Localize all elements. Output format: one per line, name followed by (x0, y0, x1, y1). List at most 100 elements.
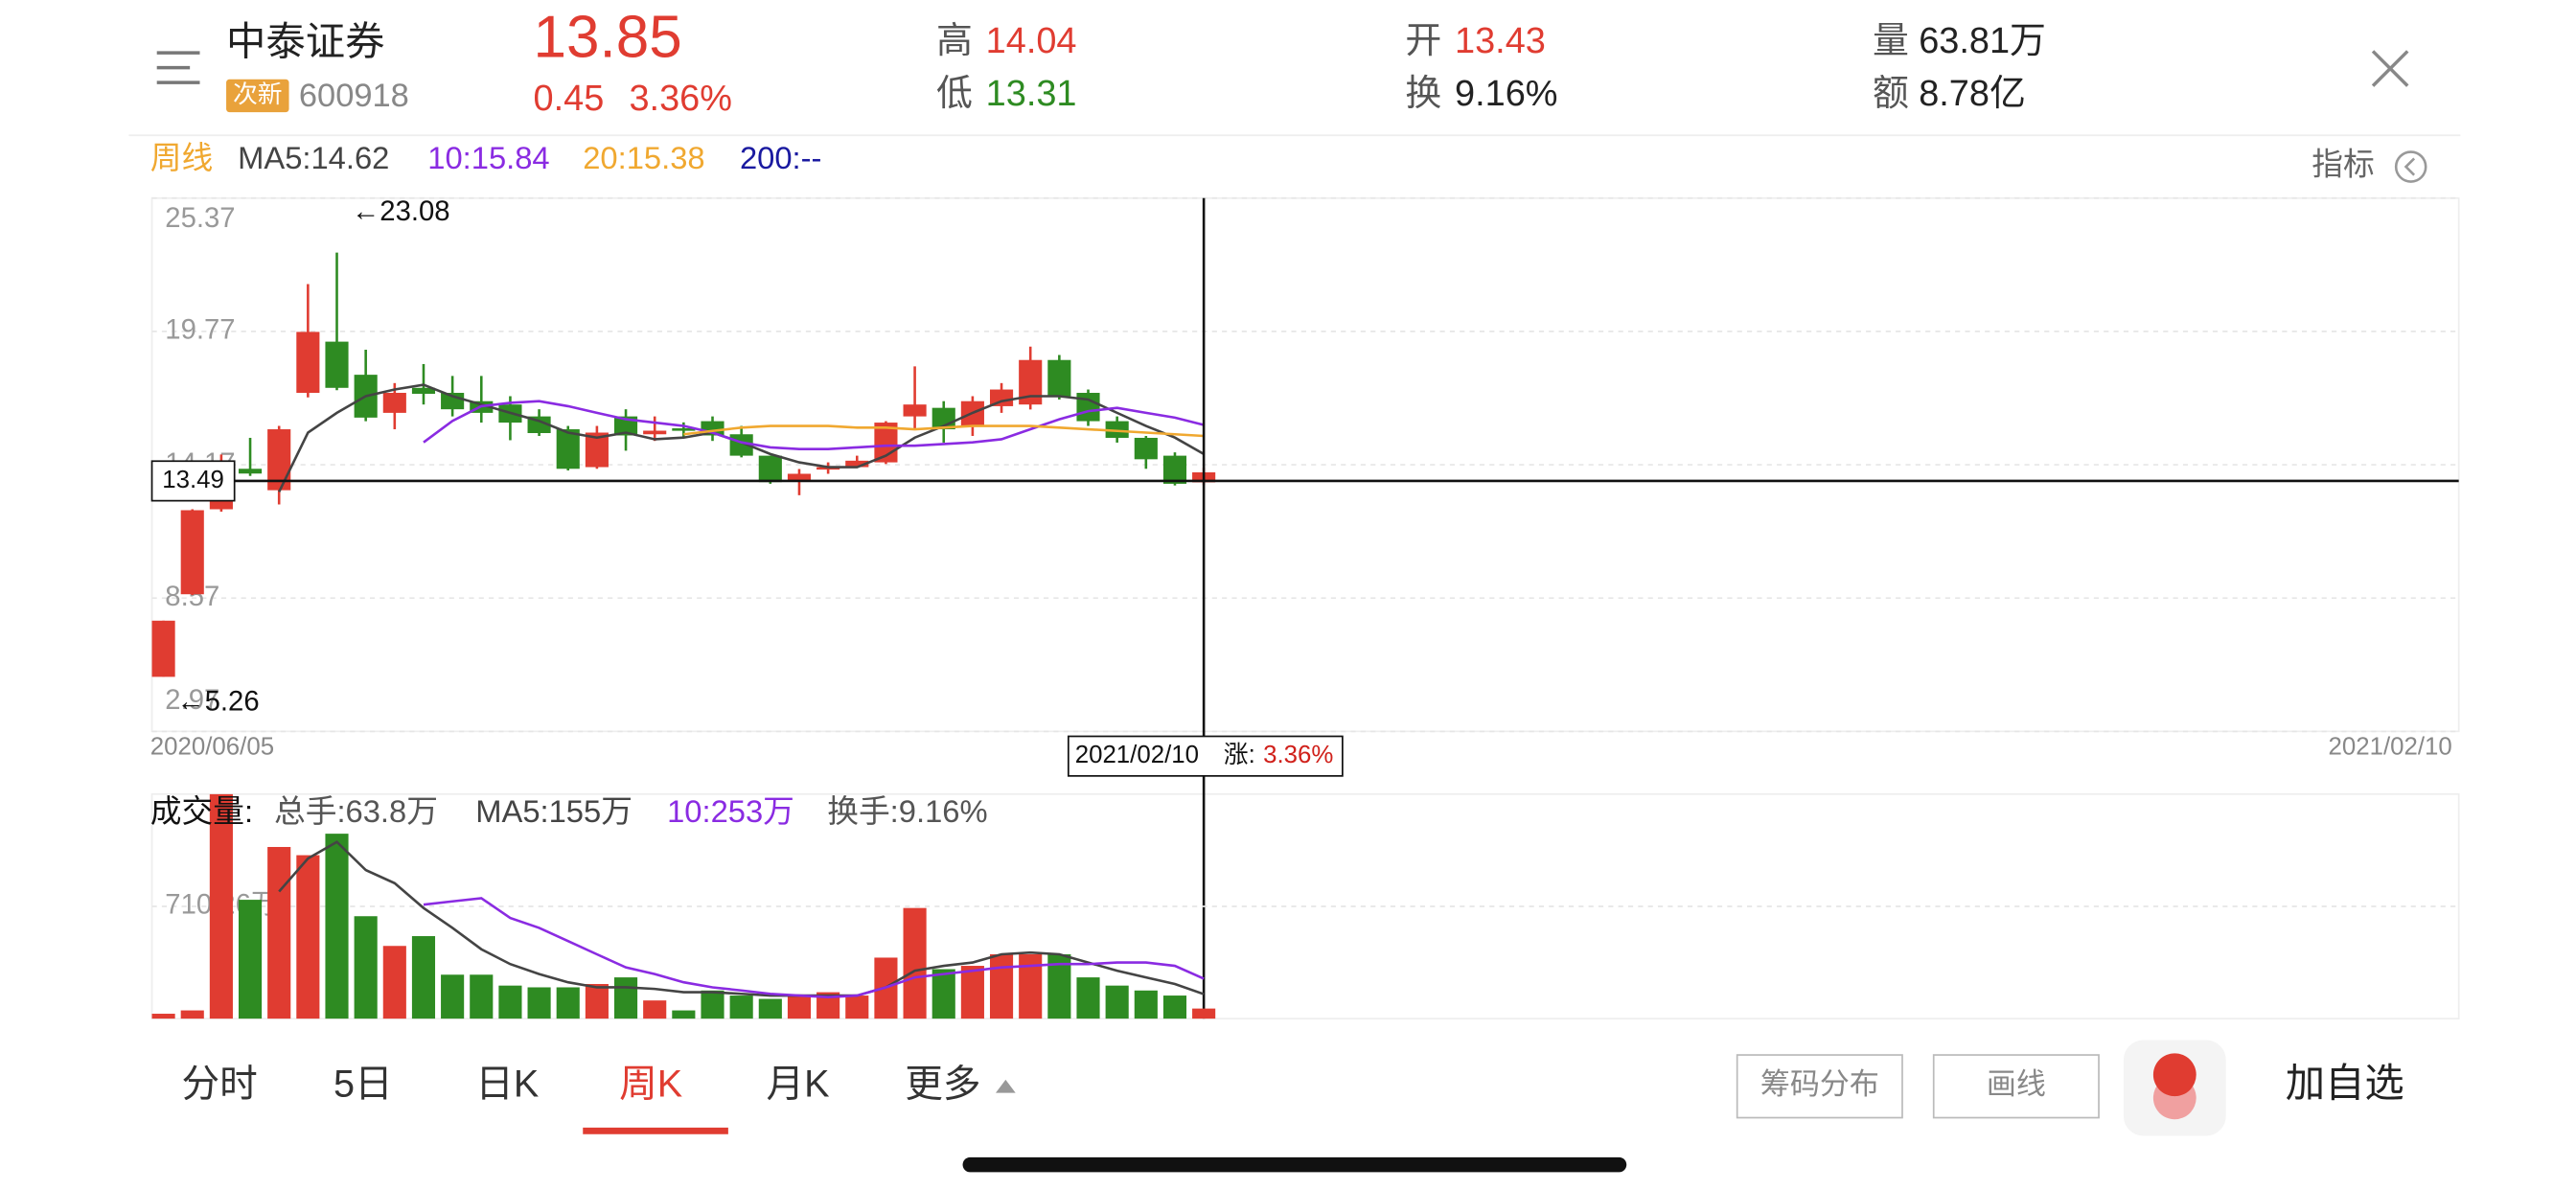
annotation: ←5.26 (176, 686, 259, 718)
turnover-label: 换手:9.16% (827, 793, 987, 829)
volume-bar (180, 1010, 204, 1019)
button[interactable] (1932, 1054, 2100, 1119)
candle-body (325, 341, 349, 388)
candle-body (845, 460, 869, 468)
button[interactable] (1736, 1054, 1903, 1119)
crosshair-value-box (150, 460, 236, 502)
stock-code: 600918 (299, 78, 409, 114)
tab-underline (583, 1127, 728, 1134)
volume-bar (151, 1014, 175, 1019)
legend-item: MA5:155万 (475, 793, 632, 829)
legend-item: 200:-- (740, 140, 821, 175)
volume-bar (1192, 1008, 1216, 1019)
button-label: 筹码分布 (1760, 1067, 1879, 1101)
volume-bar (729, 995, 753, 1019)
ma-line (423, 400, 1205, 450)
candle-body (787, 473, 812, 481)
more-arrow (996, 1079, 1016, 1093)
volume-bar (441, 974, 465, 1019)
y-tick-label: 2.97 (165, 684, 219, 716)
volume-bar (845, 995, 869, 1019)
indicator-icon[interactable] (2394, 150, 2427, 183)
plot-layer: 25.3719.7714.178.572.97MA5:14.6210:15.84… (150, 140, 2459, 1019)
legend-item: 10:253万 (667, 793, 794, 829)
stat-label: 额 (1873, 74, 1909, 114)
volume-bar (932, 969, 955, 1019)
stat-label: 开 (1405, 21, 1441, 61)
volume-bar (585, 984, 609, 1019)
candle-body (989, 389, 1014, 406)
stock-name: 中泰证券 (226, 19, 384, 63)
crosshair-change-label: 涨: (1224, 742, 1255, 768)
stat-value: 63.81万 (1919, 21, 2046, 61)
home-indicator (962, 1156, 1627, 1173)
volume-bar (527, 987, 551, 1019)
candle-body (1076, 393, 1100, 422)
legend-item: MA5:14.62 (238, 140, 389, 175)
volume-bar (787, 995, 812, 1019)
ma-line (278, 840, 1205, 997)
candle-body (1047, 359, 1071, 397)
candle-body (643, 430, 667, 435)
volume-bar (296, 855, 320, 1019)
candle-body (1105, 421, 1129, 438)
volume-bar (672, 1010, 696, 1019)
close-line (2371, 50, 2409, 87)
stat-label: 低 (936, 74, 973, 114)
stat-value: 13.43 (1455, 21, 1546, 61)
ma-line (423, 897, 1205, 998)
tab[interactable]: 分时 (182, 1063, 258, 1105)
candle-body (238, 469, 263, 474)
volume-bar (1134, 990, 1158, 1019)
tab[interactable]: 5日 (334, 1063, 393, 1105)
crosshair-change: 3.36% (1263, 742, 1333, 768)
candle-body (382, 393, 406, 413)
close-button[interactable] (2371, 50, 2409, 87)
volume-bar (238, 900, 263, 1019)
add-watchlist[interactable]: 加自选 (2286, 1062, 2404, 1106)
volume-bar (903, 907, 927, 1019)
y-tick-label: 19.77 (165, 314, 235, 346)
volume-bar (325, 834, 349, 1019)
indicator-button[interactable]: 指标 (2312, 147, 2374, 182)
stat-value: 13.31 (986, 74, 1077, 114)
stat-label: 量 (1873, 21, 1909, 61)
badge: 次新 (233, 80, 283, 108)
x-tick-label: 2020/06/05 (150, 733, 274, 760)
stat-value: 14.04 (986, 21, 1077, 61)
candle-body (296, 332, 320, 394)
tab[interactable]: 月K (767, 1063, 830, 1105)
volume-bar (701, 990, 724, 1019)
volume-bar (382, 946, 406, 1019)
change-pct: 3.36% (629, 79, 731, 119)
candle-body (672, 428, 696, 431)
legend-item: 10:15.84 (427, 140, 549, 175)
avatar-dot (2152, 1053, 2196, 1097)
tab[interactable]: 更多 (905, 1063, 980, 1105)
volume-bar (556, 987, 580, 1019)
candle-body (1162, 455, 1187, 484)
x-tick-label: 2021/02/10 (2328, 733, 2451, 760)
stat-value: 9.16% (1455, 74, 1557, 114)
volume-bar (758, 998, 782, 1019)
volume-bar (1105, 985, 1129, 1019)
legend-item: 总手:63.8万 (274, 793, 438, 829)
tab-active[interactable]: 周K (619, 1063, 682, 1105)
stat-label: 高 (936, 21, 973, 61)
candle-body (903, 404, 927, 417)
button-label: 画线 (1987, 1067, 2046, 1101)
ma-line (683, 424, 1205, 438)
badge-bg (226, 79, 289, 113)
volume-bar (1076, 977, 1100, 1019)
candle-body (180, 510, 204, 595)
volume-title: 成交量: (150, 793, 253, 829)
volume-bar (411, 936, 436, 1019)
volume-bar (989, 954, 1014, 1019)
volume-bar (1162, 995, 1187, 1019)
tab[interactable]: 日K (475, 1063, 539, 1105)
volume-bar (613, 977, 638, 1019)
volume-bar (354, 916, 378, 1019)
menu-icon[interactable] (156, 51, 200, 84)
